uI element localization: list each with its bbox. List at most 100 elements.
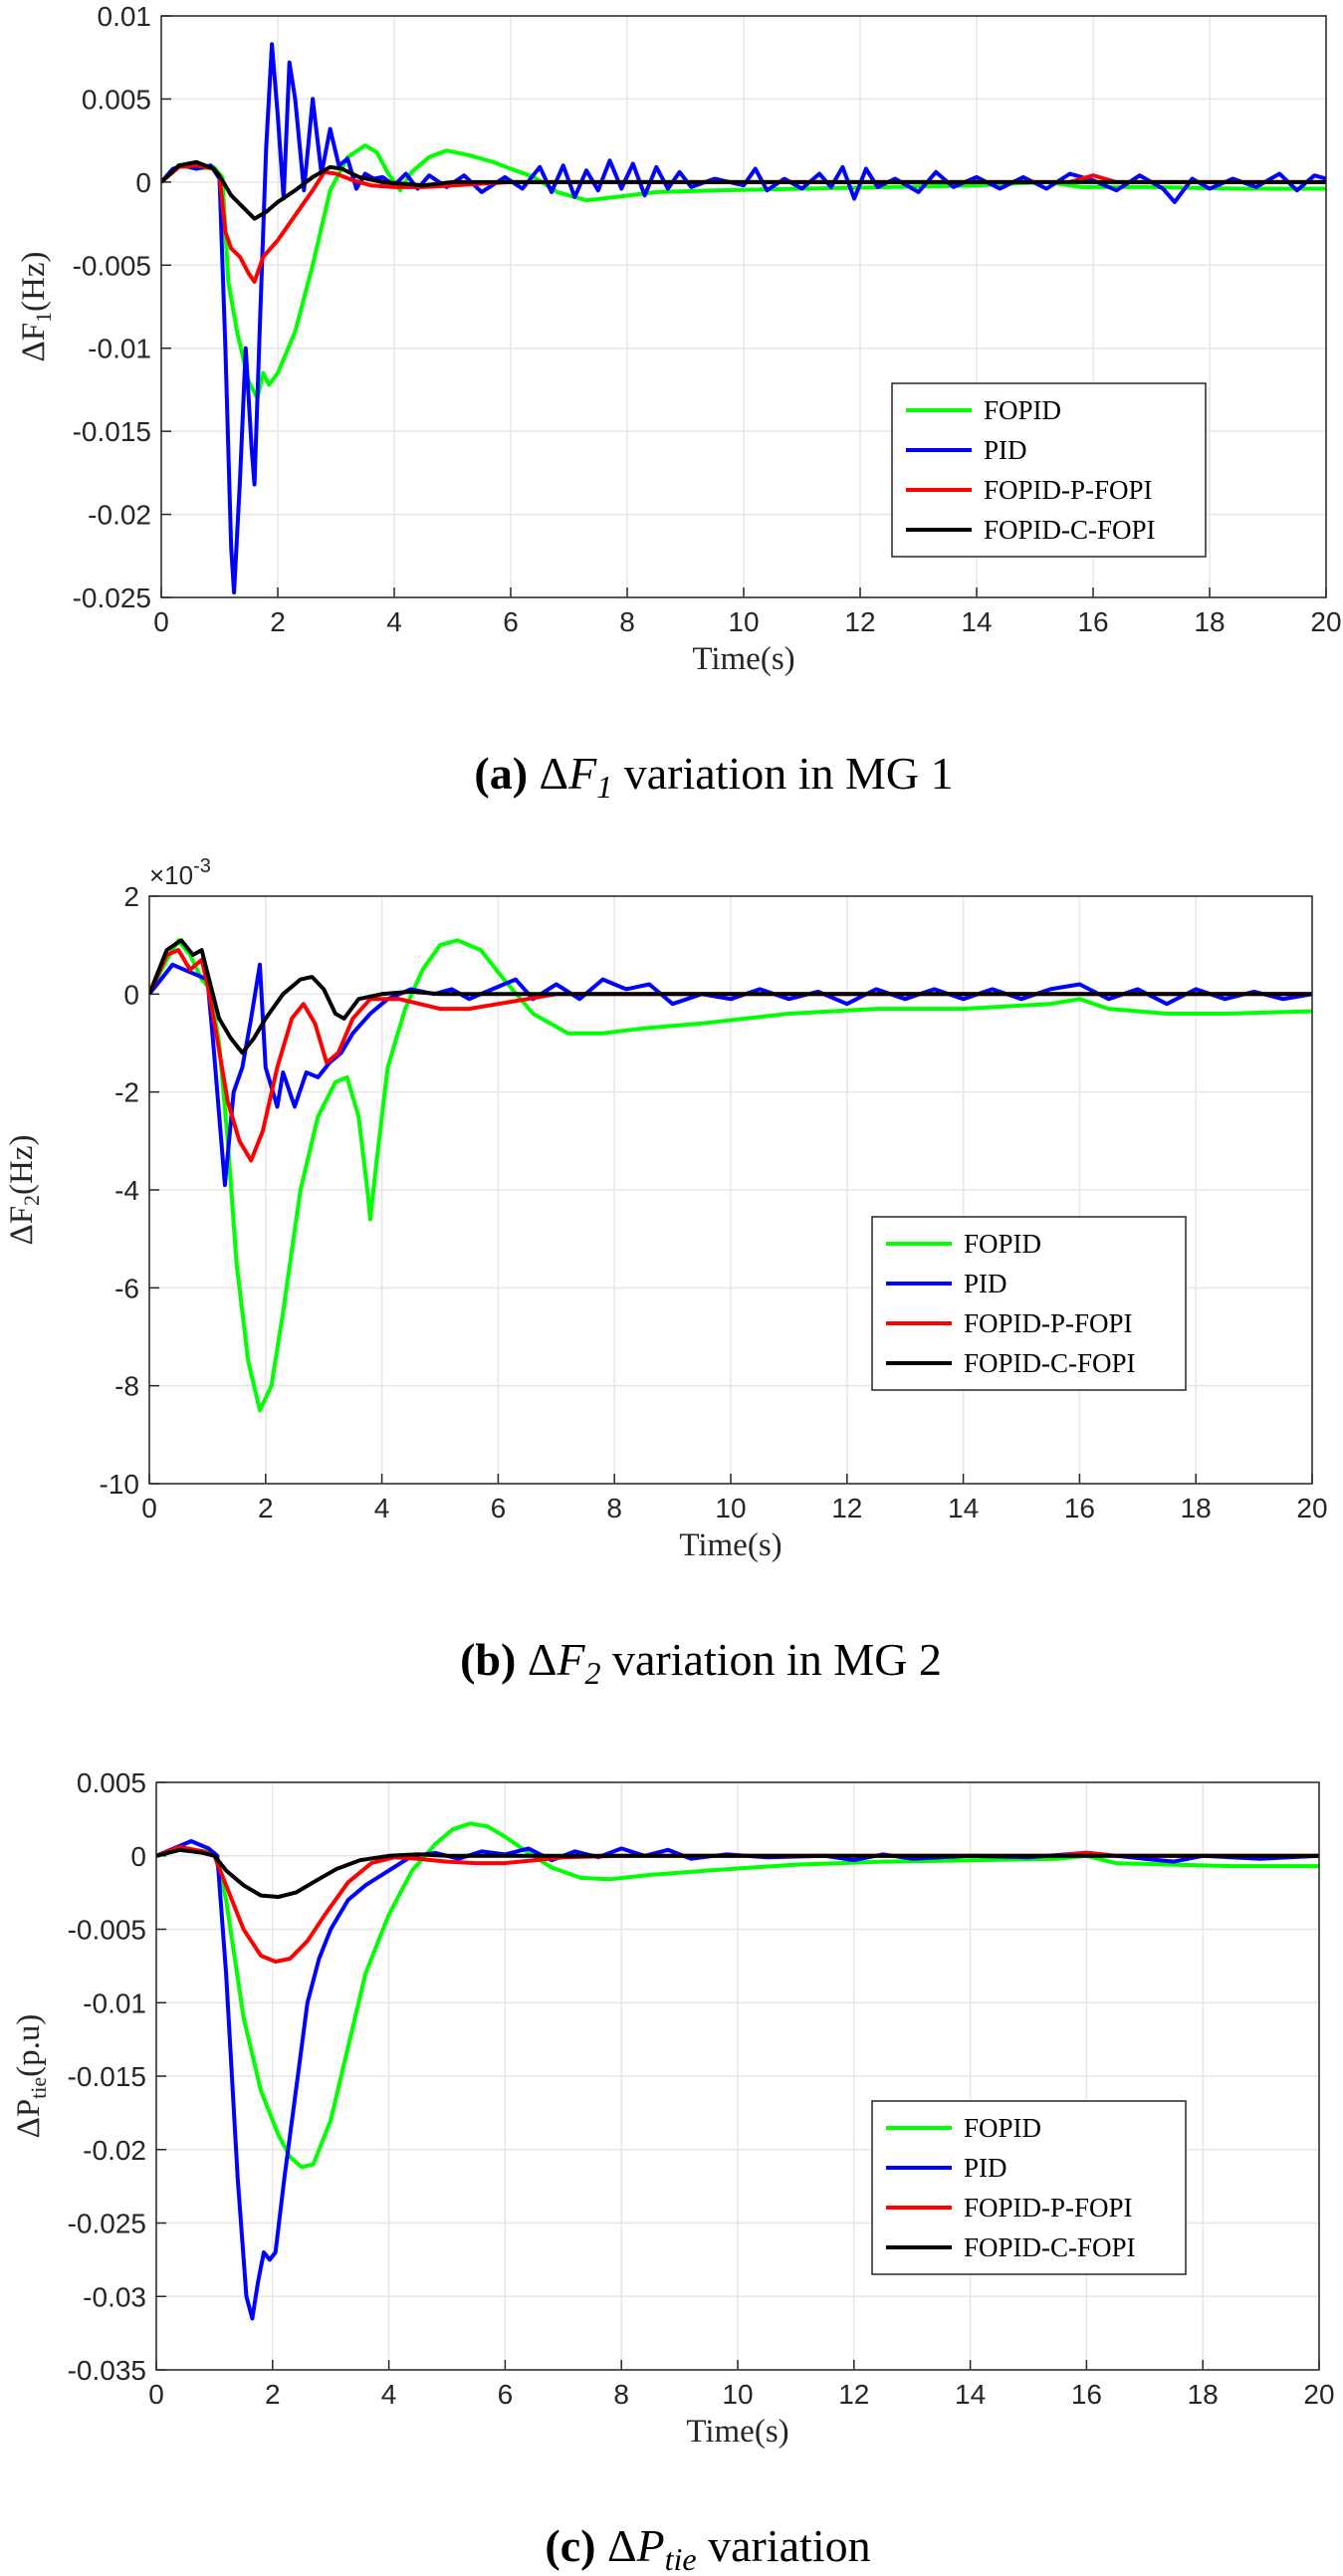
series-line-pid (161, 42, 1326, 594)
caption-panel-letter: (c) (545, 2520, 595, 2571)
x-tick-label: 0 (148, 2379, 164, 2410)
series-line-fopid (161, 143, 1326, 400)
y-axis-label-symbol: ΔF (16, 323, 52, 362)
legend-label: FOPID-C-FOPI (984, 515, 1156, 545)
x-tick-label: 10 (728, 606, 759, 637)
series-line-fopid-c-fopi (156, 1847, 1319, 1899)
x-tick-label: 18 (1181, 1493, 1212, 1523)
x-tick-label: 10 (715, 1493, 746, 1523)
panel-caption: (a) ΔF1 variation in MG 1 (474, 748, 953, 805)
x-tick-label: 4 (381, 2379, 397, 2410)
legend-label: FOPID-P-FOPI (964, 1308, 1133, 1338)
caption-text: variation (697, 2520, 871, 2571)
y-axis-label-subscript: tie (26, 2077, 51, 2099)
x-tick-label: 2 (265, 2379, 281, 2410)
x-tick-label: 8 (619, 606, 635, 637)
y-axis-label-unit: (Hz) (16, 251, 52, 311)
x-tick-label: 20 (1310, 606, 1341, 637)
axes-box (148, 895, 1313, 1485)
x-tick-label: 6 (491, 1493, 507, 1523)
y-tick-label: -4 (114, 1175, 139, 1206)
caption-subscript: 2 (585, 1655, 601, 1691)
y-scale-power: -3 (193, 855, 211, 877)
x-tick-label: 0 (141, 1493, 157, 1523)
y-tick-label: -0.005 (73, 250, 151, 281)
x-tick-label: 12 (831, 1493, 862, 1523)
series-line-fopid-c-fopi (149, 938, 1312, 1055)
y-axis-label-subscript: 1 (31, 312, 56, 323)
caption-delta: Δ (595, 2520, 636, 2571)
x-tick-label: 18 (1194, 606, 1225, 637)
legend-label: PID (964, 2153, 1007, 2183)
x-axis-label: Time(s) (686, 2414, 788, 2450)
y-tick-label: -0.03 (83, 2281, 146, 2312)
panel-caption: (b) ΔF2 variation in MG 2 (460, 1634, 942, 1691)
y-tick-label: 0.01 (98, 1, 152, 32)
panel-caption: (c) ΔPtie variation (545, 2520, 870, 2576)
x-tick-label: 16 (1064, 1493, 1095, 1523)
x-tick-label: 12 (838, 2379, 869, 2410)
x-tick-label: 4 (386, 606, 402, 637)
x-tick-label: 14 (948, 1493, 979, 1523)
y-tick-label: -0.02 (88, 500, 151, 531)
series-line-fopid-c-fopi (161, 159, 1326, 221)
y-tick-label: -0.025 (73, 583, 151, 613)
legend: FOPID PID FOPID-P-FOPI FOPID-C-FOPI (891, 382, 1207, 558)
x-tick-label: 12 (844, 606, 875, 637)
legend-label: FOPID (964, 1229, 1041, 1259)
y-axis-label-subscript: 2 (19, 1195, 44, 1206)
y-tick-label: 0 (135, 167, 151, 198)
y-tick-label: -10 (100, 1469, 139, 1500)
y-tick-label: -0.015 (73, 416, 151, 447)
legend-label: FOPID (964, 2113, 1041, 2143)
y-tick-label: -8 (114, 1371, 139, 1402)
legend-label: FOPID-C-FOPI (964, 1348, 1136, 1378)
y-tick-label: -0.025 (68, 2209, 146, 2239)
caption-symbol: F (567, 748, 597, 799)
y-tick-label: -0.005 (68, 1915, 146, 1946)
x-tick-label: 8 (613, 2379, 629, 2410)
legend-label: PID (964, 1269, 1007, 1298)
y-axis-label: ΔPtie(p.u) (11, 2014, 51, 2139)
x-tick-label: 2 (270, 606, 286, 637)
x-tick-label: 6 (498, 2379, 514, 2410)
y-axis-label-symbol: ΔF (4, 1206, 40, 1246)
y-tick-label: 0.005 (77, 1767, 146, 1798)
x-tick-label: 8 (606, 1493, 622, 1523)
legend-label: FOPID-P-FOPI (964, 2193, 1133, 2223)
chart-panel-a: 0 2 4 6 8 10 12 14 16 18 20 0.01 0.005 0 -0.005 -0.01 -0… (16, 1, 1342, 805)
legend: FOPID PID FOPID-P-FOPI FOPID-C-FOPI (871, 2100, 1187, 2275)
y-tick-label: 0.005 (82, 84, 151, 115)
series-line-fopid (149, 938, 1312, 1413)
x-tick-label: 4 (374, 1493, 390, 1523)
series-line-fopid (156, 1821, 1319, 2170)
caption-delta: Δ (528, 748, 568, 799)
y-tick-label: -2 (114, 1077, 139, 1108)
x-tick-label: 16 (1071, 2379, 1102, 2410)
x-tick-label: 6 (503, 606, 519, 637)
y-axis-label-unit: (Hz) (4, 1134, 40, 1194)
x-tick-label: 16 (1077, 606, 1108, 637)
chart-panel-c: 0 2 4 6 8 10 12 14 16 18 20 0.005 0 -0.005 -0.01 -0.015… (11, 1767, 1335, 2576)
legend-label: PID (984, 435, 1027, 465)
y-tick-label: 0 (130, 1841, 146, 1872)
caption-text: variation in MG 1 (612, 748, 953, 799)
y-axis-label-symbol: ΔP (11, 2099, 47, 2139)
chart-panel-b: 0 2 4 6 8 10 12 14 16 18 2020-2-4-6-8-10Time(s)ΔF2… (4, 855, 1328, 1691)
y-tick-label: -0.01 (88, 334, 151, 364)
y-tick-label: -0.015 (68, 2061, 146, 2092)
caption-delta: Δ (516, 1634, 557, 1685)
legend-label: FOPID (984, 395, 1061, 425)
x-tick-label: 14 (961, 606, 992, 637)
y-scale-exponent: ×10-3 (149, 855, 211, 890)
caption-text: variation in MG 2 (601, 1634, 942, 1685)
y-axis-label: ΔF2(Hz) (4, 1134, 44, 1245)
legend-label: FOPID-P-FOPI (984, 475, 1153, 505)
legend-label: FOPID-C-FOPI (964, 2232, 1136, 2262)
y-axis-label: ΔF1(Hz) (16, 251, 56, 361)
y-tick-label: -6 (114, 1273, 139, 1303)
y-tick-label: -0.035 (68, 2355, 146, 2386)
caption-symbol: P (636, 2520, 665, 2571)
y-tick-label: -0.02 (83, 2135, 146, 2166)
